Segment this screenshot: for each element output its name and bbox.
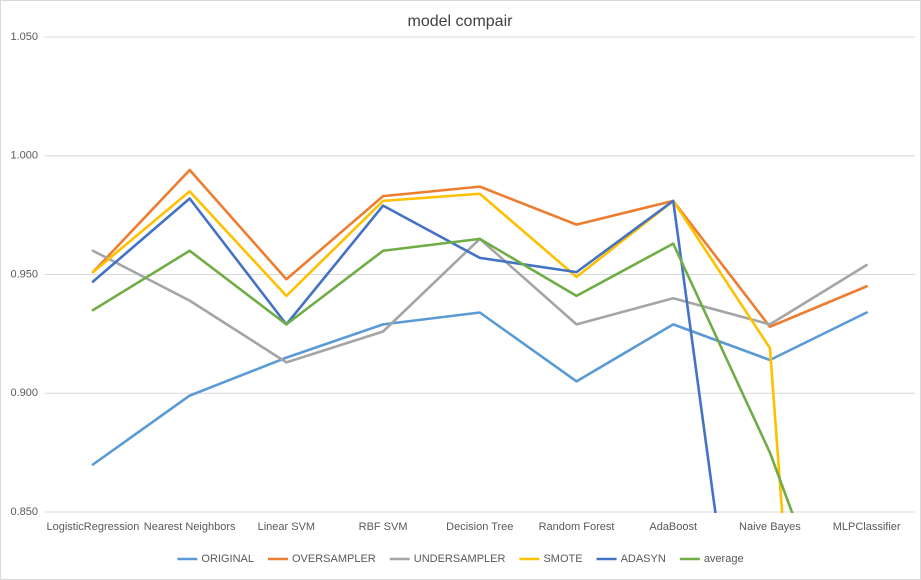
legend-item: UNDERSAMPLER (389, 553, 506, 565)
series-line (91, 190, 784, 513)
legend-item: SMOTE (519, 553, 583, 565)
x-tick-label: AdaBoost (649, 521, 697, 533)
legend-label: SMOTE (543, 553, 582, 565)
x-tick-label: Naive Bayes (739, 521, 801, 533)
y-tick-label: 0.950 (10, 268, 38, 280)
y-tick-label: 0.850 (10, 506, 38, 518)
series-line (91, 237, 794, 513)
series-line (91, 197, 717, 513)
x-tick-label: Random Forest (539, 521, 615, 533)
legend-label: average (704, 553, 744, 565)
x-tick-label: Linear SVM (258, 521, 315, 533)
legend-item: average (679, 553, 744, 565)
y-tick-label: 1.050 (10, 31, 38, 43)
x-tick-label: Decision Tree (446, 521, 513, 533)
legend-label: ADASYN (621, 553, 666, 565)
legend-item: ORIGINAL (177, 553, 254, 565)
x-tick-label: Nearest Neighbors (144, 521, 236, 533)
legend-label: OVERSAMPLER (292, 553, 376, 565)
legend: ORIGINAL OVERSAMPLER UNDERSAMPLER SMOTE ADAS… (177, 553, 744, 565)
legend-label: UNDERSAMPLER (414, 553, 506, 565)
series-line (91, 311, 868, 466)
y-tick-label: 1.000 (10, 150, 38, 162)
legend-item: ADASYN (596, 553, 666, 565)
plot-area (91, 168, 868, 513)
x-tick-label: LogisticRegression (46, 521, 139, 533)
chart-title: model compair (408, 13, 514, 30)
x-tick-label: MLPClassifier (833, 521, 901, 533)
y-tick-label: 0.900 (10, 387, 38, 399)
legend-label: ORIGINAL (201, 553, 254, 565)
legend-item: OVERSAMPLER (268, 553, 376, 565)
x-tick-label: RBF SVM (359, 521, 408, 533)
series-line (91, 168, 868, 329)
